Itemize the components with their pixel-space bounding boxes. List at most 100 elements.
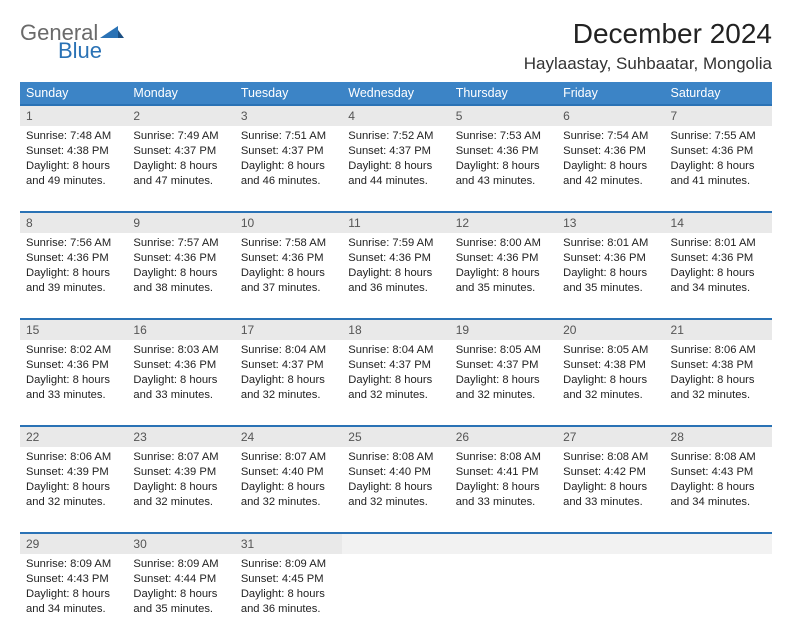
day-sunrise: Sunrise: 8:07 AM xyxy=(241,450,337,465)
day-number: 17 xyxy=(235,320,342,340)
week-content-row: Sunrise: 8:09 AMSunset: 4:43 PMDaylight:… xyxy=(20,554,772,640)
day-cell: Sunrise: 8:08 AMSunset: 4:42 PMDaylight:… xyxy=(557,447,664,533)
day-cell: Sunrise: 7:53 AMSunset: 4:36 PMDaylight:… xyxy=(450,126,557,212)
day-day1: Daylight: 8 hours xyxy=(348,266,444,281)
day-sunset: Sunset: 4:36 PM xyxy=(241,251,337,266)
day-sunrise: Sunrise: 8:09 AM xyxy=(26,557,122,572)
day-sunset: Sunset: 4:36 PM xyxy=(671,144,767,159)
day-cell: Sunrise: 8:06 AMSunset: 4:39 PMDaylight:… xyxy=(20,447,127,533)
day-cell: Sunrise: 8:07 AMSunset: 4:40 PMDaylight:… xyxy=(235,447,342,533)
day-day2: and 32 minutes. xyxy=(348,388,444,403)
day-number: 23 xyxy=(127,427,234,447)
day-day1: Daylight: 8 hours xyxy=(241,159,337,174)
day-day2: and 42 minutes. xyxy=(563,174,659,189)
day-day2: and 35 minutes. xyxy=(456,281,552,296)
day-day1: Daylight: 8 hours xyxy=(456,159,552,174)
logo-triangle-icon xyxy=(100,24,124,40)
weekday-header: Monday xyxy=(127,82,234,105)
day-sunrise: Sunrise: 7:54 AM xyxy=(563,129,659,144)
day-number: 4 xyxy=(342,106,449,126)
weekday-header: Tuesday xyxy=(235,82,342,105)
day-sunrise: Sunrise: 8:09 AM xyxy=(133,557,229,572)
day-day2: and 32 minutes. xyxy=(241,388,337,403)
day-sunset: Sunset: 4:37 PM xyxy=(241,144,337,159)
day-number: 27 xyxy=(557,427,664,447)
day-sunrise: Sunrise: 8:01 AM xyxy=(671,236,767,251)
day-number: 8 xyxy=(20,213,127,233)
day-number: 30 xyxy=(127,534,234,554)
day-sunrise: Sunrise: 7:53 AM xyxy=(456,129,552,144)
day-sunrise: Sunrise: 8:00 AM xyxy=(456,236,552,251)
day-sunset: Sunset: 4:37 PM xyxy=(241,358,337,373)
day-day2: and 33 minutes. xyxy=(26,388,122,403)
day-day1: Daylight: 8 hours xyxy=(563,373,659,388)
week-content-row: Sunrise: 7:56 AMSunset: 4:36 PMDaylight:… xyxy=(20,233,772,319)
day-sunset: Sunset: 4:43 PM xyxy=(671,465,767,480)
day-sunrise: Sunrise: 8:02 AM xyxy=(26,343,122,358)
day-number: 28 xyxy=(665,427,772,447)
day-cell: Sunrise: 8:08 AMSunset: 4:40 PMDaylight:… xyxy=(342,447,449,533)
day-number: 26 xyxy=(450,427,557,447)
month-title: December 2024 xyxy=(524,18,772,50)
day-cell: Sunrise: 8:05 AMSunset: 4:37 PMDaylight:… xyxy=(450,340,557,426)
day-day2: and 36 minutes. xyxy=(348,281,444,296)
day-number: 29 xyxy=(20,534,127,554)
day-number: 13 xyxy=(557,213,664,233)
day-day1: Daylight: 8 hours xyxy=(241,480,337,495)
weekday-header: Friday xyxy=(557,82,664,105)
day-day1: Daylight: 8 hours xyxy=(133,373,229,388)
day-cell: Sunrise: 8:05 AMSunset: 4:38 PMDaylight:… xyxy=(557,340,664,426)
location-label: Haylaastay, Suhbaatar, Mongolia xyxy=(524,54,772,74)
day-number: 1 xyxy=(20,106,127,126)
day-day2: and 32 minutes. xyxy=(671,388,767,403)
day-number: 10 xyxy=(235,213,342,233)
day-sunset: Sunset: 4:38 PM xyxy=(563,358,659,373)
day-cell: Sunrise: 7:59 AMSunset: 4:36 PMDaylight:… xyxy=(342,233,449,319)
day-number xyxy=(557,534,664,554)
day-day2: and 34 minutes. xyxy=(26,602,122,617)
day-day2: and 35 minutes. xyxy=(133,602,229,617)
day-sunset: Sunset: 4:36 PM xyxy=(26,358,122,373)
day-sunset: Sunset: 4:36 PM xyxy=(671,251,767,266)
day-cell: Sunrise: 8:01 AMSunset: 4:36 PMDaylight:… xyxy=(665,233,772,319)
day-sunset: Sunset: 4:36 PM xyxy=(563,144,659,159)
day-cell: Sunrise: 8:01 AMSunset: 4:36 PMDaylight:… xyxy=(557,233,664,319)
day-sunrise: Sunrise: 8:08 AM xyxy=(456,450,552,465)
day-sunset: Sunset: 4:44 PM xyxy=(133,572,229,587)
day-cell xyxy=(557,554,664,640)
day-day1: Daylight: 8 hours xyxy=(133,587,229,602)
day-day2: and 32 minutes. xyxy=(241,495,337,510)
day-sunset: Sunset: 4:40 PM xyxy=(241,465,337,480)
day-sunset: Sunset: 4:45 PM xyxy=(241,572,337,587)
day-cell: Sunrise: 7:49 AMSunset: 4:37 PMDaylight:… xyxy=(127,126,234,212)
day-day1: Daylight: 8 hours xyxy=(241,373,337,388)
day-number: 3 xyxy=(235,106,342,126)
day-sunrise: Sunrise: 8:03 AM xyxy=(133,343,229,358)
day-day1: Daylight: 8 hours xyxy=(456,480,552,495)
day-day1: Daylight: 8 hours xyxy=(26,373,122,388)
day-sunset: Sunset: 4:36 PM xyxy=(456,144,552,159)
week-daynum-row: 1234567 xyxy=(20,105,772,126)
day-sunset: Sunset: 4:37 PM xyxy=(456,358,552,373)
day-sunrise: Sunrise: 7:59 AM xyxy=(348,236,444,251)
day-number: 11 xyxy=(342,213,449,233)
day-number: 14 xyxy=(665,213,772,233)
day-sunrise: Sunrise: 7:57 AM xyxy=(133,236,229,251)
day-sunset: Sunset: 4:36 PM xyxy=(348,251,444,266)
week-content-row: Sunrise: 7:48 AMSunset: 4:38 PMDaylight:… xyxy=(20,126,772,212)
day-sunset: Sunset: 4:36 PM xyxy=(133,358,229,373)
day-number xyxy=(342,534,449,554)
day-day2: and 49 minutes. xyxy=(26,174,122,189)
day-cell: Sunrise: 8:04 AMSunset: 4:37 PMDaylight:… xyxy=(342,340,449,426)
weekday-header: Wednesday xyxy=(342,82,449,105)
day-day2: and 37 minutes. xyxy=(241,281,337,296)
day-number: 20 xyxy=(557,320,664,340)
week-content-row: Sunrise: 8:06 AMSunset: 4:39 PMDaylight:… xyxy=(20,447,772,533)
day-sunset: Sunset: 4:36 PM xyxy=(133,251,229,266)
day-sunrise: Sunrise: 8:04 AM xyxy=(348,343,444,358)
day-day2: and 32 minutes. xyxy=(26,495,122,510)
logo: General Blue xyxy=(20,18,124,62)
day-sunset: Sunset: 4:40 PM xyxy=(348,465,444,480)
day-sunrise: Sunrise: 7:58 AM xyxy=(241,236,337,251)
day-sunset: Sunset: 4:38 PM xyxy=(26,144,122,159)
